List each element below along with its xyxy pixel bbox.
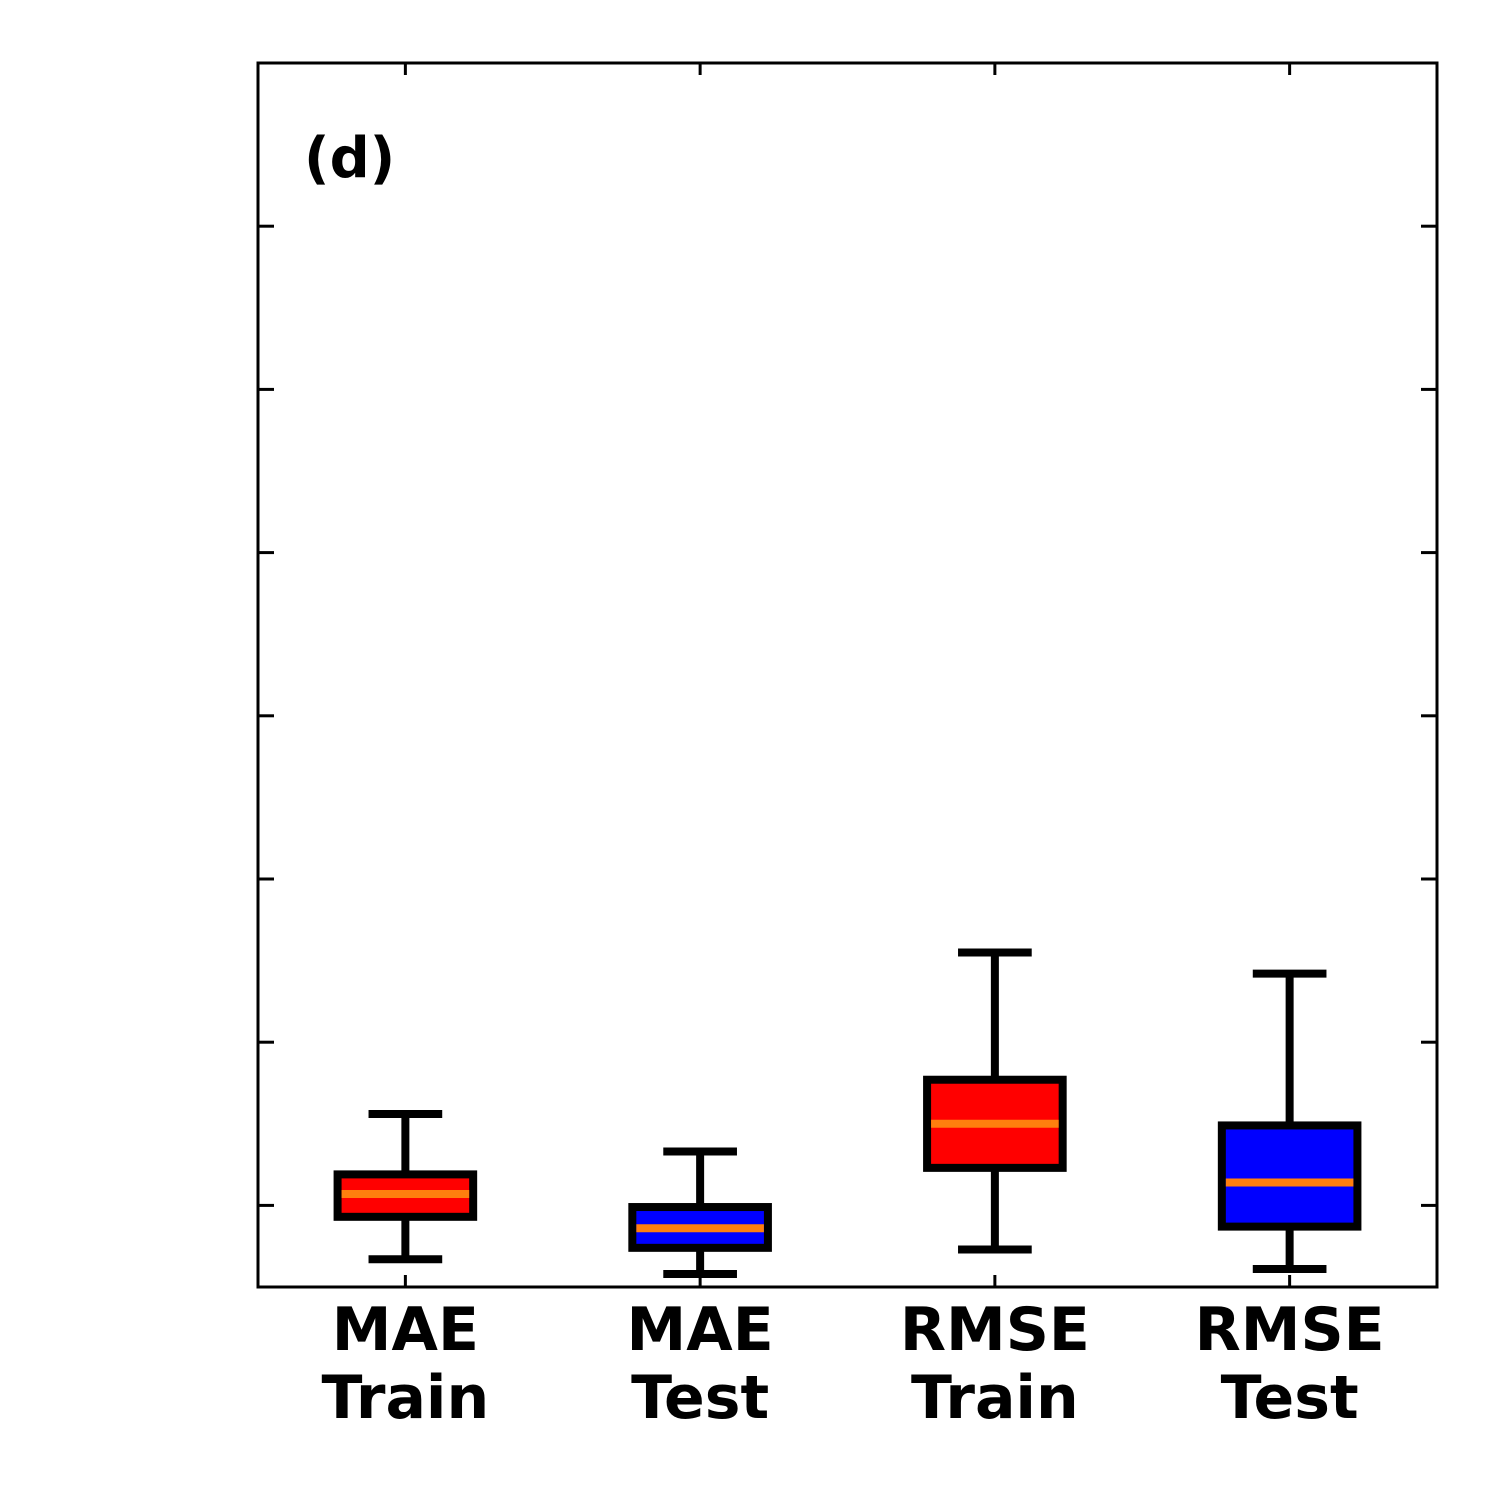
x-label-line2: Train — [322, 1363, 490, 1433]
panel-label: (d) — [304, 126, 395, 191]
x-label-line1: MAE — [627, 1295, 774, 1365]
x-label-line2: Train — [911, 1363, 1079, 1433]
axis-ticks — [258, 63, 1437, 1287]
x-label-line1: RMSE — [1195, 1295, 1385, 1365]
box-4 — [1217, 969, 1362, 1274]
box-1 — [333, 1110, 478, 1264]
iqr-box — [1217, 1121, 1362, 1231]
x-label-line2: Test — [1221, 1363, 1359, 1433]
x-label-line1: MAE — [332, 1295, 479, 1365]
box-3 — [923, 948, 1067, 1254]
box-2 — [628, 1147, 772, 1278]
boxes — [333, 948, 1362, 1278]
x-label-line1: RMSE — [900, 1295, 1090, 1365]
x-label-line2: Test — [631, 1363, 769, 1433]
plot-frame — [256, 61, 1439, 1289]
